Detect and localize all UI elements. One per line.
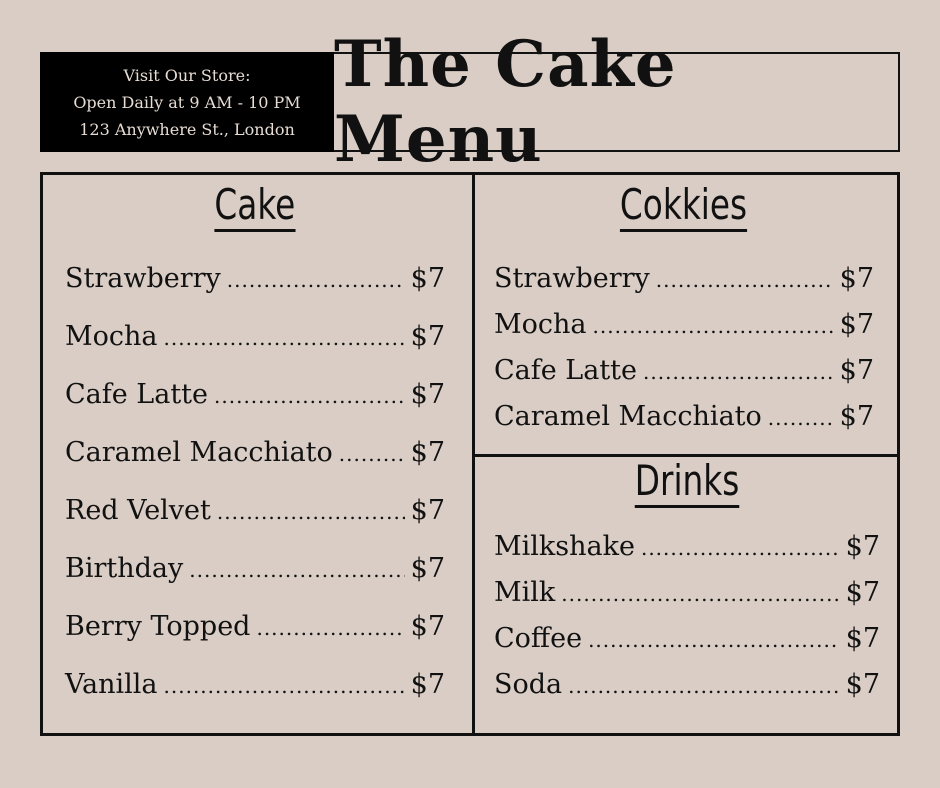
menu-item: Mocha $7 [65, 321, 445, 379]
item-price: $7 [845, 531, 880, 562]
menu-item: Mocha $7 [494, 309, 874, 355]
item-price: $7 [410, 611, 445, 642]
item-name: Strawberry [65, 263, 221, 294]
leader-dots [643, 360, 834, 384]
leader-dots [568, 674, 840, 698]
leader-dots [561, 582, 839, 606]
item-price: $7 [845, 623, 880, 654]
menu-item: Strawberry $7 [65, 263, 445, 321]
menu-item: Caramel Macchiato $7 [65, 437, 445, 495]
leader-dots [339, 442, 405, 466]
item-price: $7 [410, 379, 445, 410]
header: Visit Our Store: Open Daily at 9 AM - 10… [40, 27, 900, 177]
menu-item: Cafe Latte $7 [494, 355, 874, 401]
divider [475, 454, 897, 457]
item-price: $7 [410, 321, 445, 352]
item-name: Soda [494, 669, 563, 700]
item-price: $7 [410, 437, 445, 468]
leader-dots [214, 384, 405, 408]
leader-dots [641, 536, 840, 560]
leader-dots [656, 268, 834, 292]
page-title: The Cake Menu [334, 27, 677, 177]
item-price: $7 [839, 263, 874, 294]
item-name: Mocha [494, 309, 587, 340]
item-name: Vanilla [65, 669, 158, 700]
store-address: 123 Anywhere St., London [79, 119, 295, 139]
item-price: $7 [845, 577, 880, 608]
leader-dots [768, 406, 834, 430]
item-price: $7 [839, 355, 874, 386]
store-line: Visit Our Store: [123, 65, 251, 85]
leader-dots [593, 314, 834, 338]
item-price: $7 [839, 309, 874, 340]
section-title: Cake [214, 181, 296, 232]
title-box: The Cake Menu [334, 27, 900, 177]
menu-item: Caramel Macchiato $7 [494, 401, 874, 447]
item-name: Milkshake [494, 531, 635, 562]
item-name: Berry Topped [65, 611, 251, 642]
menu-item: Birthday $7 [65, 553, 445, 611]
store-hours: Open Daily at 9 AM - 10 PM [73, 92, 301, 112]
item-price: $7 [410, 669, 445, 700]
leader-dots [189, 558, 404, 582]
item-name: Birthday [65, 553, 184, 584]
item-price: $7 [410, 553, 445, 584]
item-name: Cafe Latte [65, 379, 209, 410]
item-price: $7 [410, 263, 445, 294]
item-price: $7 [410, 495, 445, 526]
item-name: Cafe Latte [494, 355, 638, 386]
menu-item: Milkshake $7 [494, 531, 880, 577]
store-info: Visit Our Store: Open Daily at 9 AM - 10… [40, 52, 334, 152]
leader-dots [217, 500, 405, 524]
divider [472, 175, 475, 733]
menu-item: Berry Topped $7 [65, 611, 445, 669]
leader-dots [227, 268, 405, 292]
item-name: Caramel Macchiato [65, 437, 333, 468]
item-name: Strawberry [494, 263, 650, 294]
menu-item: Milk $7 [494, 577, 880, 623]
leader-dots [164, 674, 405, 698]
section-title: Drinks [634, 457, 740, 508]
menu-item: Coffee $7 [494, 623, 880, 669]
menu-item: Strawberry $7 [494, 263, 874, 309]
leader-dots [256, 616, 404, 640]
item-name: Mocha [65, 321, 158, 352]
item-name: Caramel Macchiato [494, 401, 762, 432]
item-name: Coffee [494, 623, 583, 654]
leader-dots [588, 628, 840, 652]
leader-dots [164, 326, 405, 350]
item-price: $7 [845, 669, 880, 700]
item-price: $7 [839, 401, 874, 432]
section-title: Cokkies [620, 181, 748, 232]
menu-item: Cafe Latte $7 [65, 379, 445, 437]
item-name: Red Velvet [65, 495, 211, 526]
menu-item: Vanilla $7 [65, 669, 445, 727]
menu-item: Soda $7 [494, 669, 880, 715]
menu-item: Red Velvet $7 [65, 495, 445, 553]
item-name: Milk [494, 577, 556, 608]
drinks-section: Drinks Milkshake $7 Milk $7 Coffee $7 Soda $7 [494, 457, 880, 715]
